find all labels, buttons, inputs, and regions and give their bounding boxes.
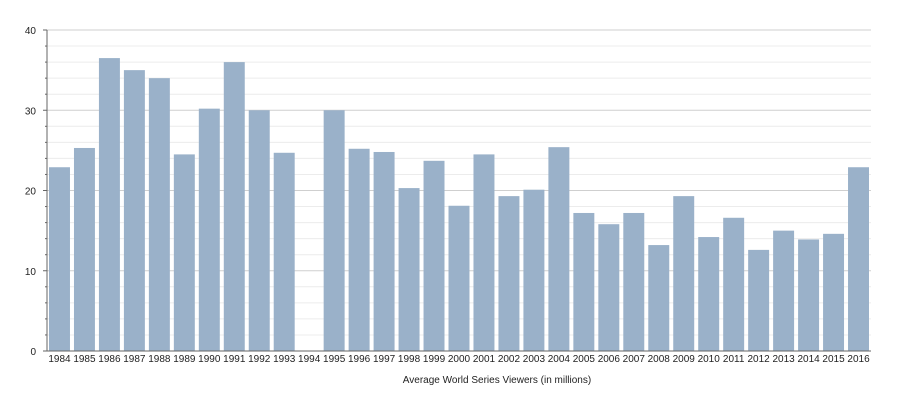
y-tick-label: 30 [25, 106, 37, 117]
bar-1987 [123, 70, 145, 352]
bar-1997 [373, 151, 395, 351]
x-tick-label: 2014 [797, 354, 820, 365]
bar-1996 [348, 148, 370, 351]
bar-2010 [698, 237, 720, 351]
x-tick-label: 1999 [423, 354, 446, 365]
x-tick-label: 2001 [473, 354, 496, 365]
bar-2016 [848, 167, 869, 351]
x-tick-label: 1984 [48, 354, 71, 365]
y-tick-label: 0 [30, 347, 36, 358]
bar-2002 [498, 196, 520, 351]
bar-1991 [223, 62, 245, 351]
bar-1995 [323, 110, 345, 351]
x-tick-label: 2010 [698, 354, 721, 365]
bar-2005 [573, 212, 595, 351]
bar-1989 [173, 154, 195, 351]
x-tick-label: 1995 [323, 354, 346, 365]
bar-2013 [773, 230, 795, 352]
bar-2011 [723, 217, 745, 351]
x-tick-label: 1991 [223, 354, 246, 365]
y-tick-label: 40 [25, 26, 37, 37]
bar-1999 [423, 160, 445, 351]
axes [43, 29, 871, 352]
x-tick-label: 2012 [748, 354, 771, 365]
bar-1998 [398, 188, 420, 351]
x-tick-label: 1994 [298, 354, 321, 365]
bar-1984 [49, 167, 70, 351]
bar-2007 [623, 212, 645, 351]
bar-2008 [648, 245, 670, 351]
x-tick-label: 2015 [822, 354, 845, 365]
x-tick-label: 1996 [348, 354, 371, 365]
bar-1986 [98, 58, 120, 352]
x-tick-label: 2007 [623, 354, 646, 365]
bar-2004 [548, 147, 570, 351]
x-tick-label: 1992 [248, 354, 271, 365]
x-tick-label: 1988 [148, 354, 171, 365]
x-tick-label: 1998 [398, 354, 421, 365]
x-tick-label: 2016 [847, 354, 870, 365]
bar-1992 [248, 110, 270, 351]
x-tick-label: 2006 [598, 354, 621, 365]
x-tick-label: 2009 [673, 354, 696, 365]
bar-2000 [448, 205, 470, 351]
bar-1985 [73, 147, 95, 351]
x-tick-label: 1987 [123, 354, 146, 365]
x-tick-label: 2002 [498, 354, 521, 365]
bar-2003 [523, 189, 545, 351]
bar-1988 [148, 78, 170, 352]
x-tick-labels: 1984 1985 1986 1987 1988 1989 1990 1991 1992 1993… [48, 354, 870, 365]
bar-1990 [198, 108, 220, 352]
bar-2009 [673, 196, 695, 351]
x-tick-label: 1990 [198, 354, 221, 365]
y-tick-label: 20 [25, 187, 37, 198]
bar-2006 [598, 224, 620, 351]
bar-2014 [798, 239, 820, 351]
bar-2015 [823, 233, 845, 351]
bar-2012 [748, 249, 770, 351]
y-tick-label: 10 [25, 267, 37, 278]
bars [49, 58, 869, 352]
x-tick-label: 1997 [373, 354, 396, 365]
y-tick-labels: 0 10 20 30 40 [25, 26, 37, 358]
x-tick-label: 2011 [723, 354, 745, 365]
x-tick-label: 1986 [98, 354, 121, 365]
x-axis-title: Average World Series Viewers (in million… [403, 375, 591, 386]
x-tick-label: 2000 [448, 354, 471, 365]
x-tick-label: 2013 [772, 354, 795, 365]
x-tick-label: 2003 [523, 354, 546, 365]
x-tick-label: 2004 [548, 354, 571, 365]
bar-2001 [473, 154, 495, 351]
x-tick-label: 1985 [73, 354, 96, 365]
x-tick-label: 1989 [173, 354, 196, 365]
x-tick-label: 2008 [648, 354, 671, 365]
x-tick-label: 1993 [273, 354, 296, 365]
bar-1993 [273, 152, 295, 351]
x-tick-label: 2005 [573, 354, 596, 365]
